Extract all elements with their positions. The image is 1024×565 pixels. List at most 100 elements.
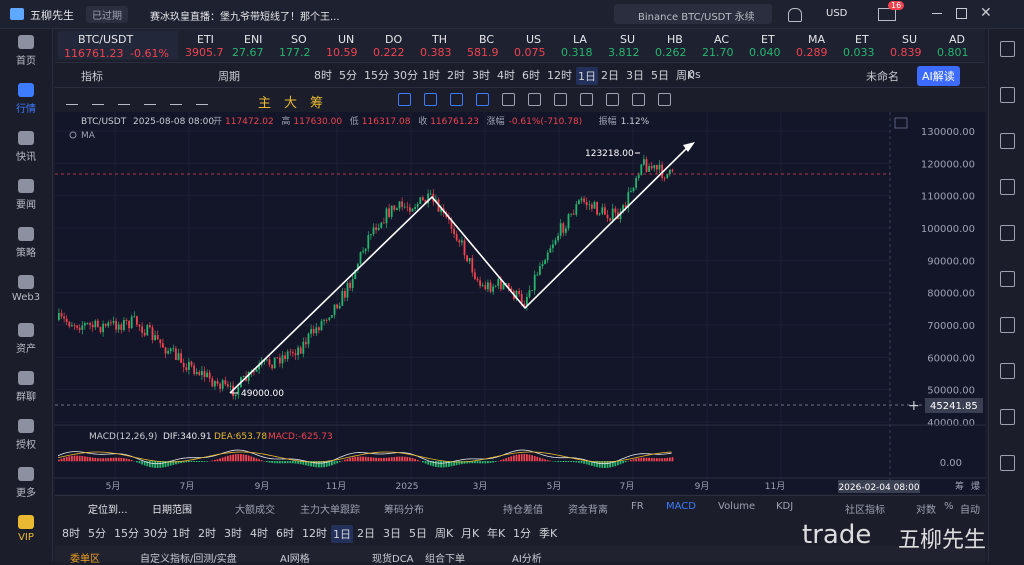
ticker-price[interactable]: 0.033: [843, 46, 887, 59]
ticker-symbol[interactable]: SU: [902, 33, 936, 46]
ticker-price[interactable]: 0.040: [749, 46, 793, 59]
ai-button[interactable]: AI解读: [917, 66, 960, 86]
ticker-price[interactable]: 0.839: [890, 46, 934, 59]
period-button[interactable]: 2时: [198, 525, 216, 541]
ticker-symbol[interactable]: DO: [385, 33, 419, 46]
ticker-price[interactable]: 177.2: [279, 46, 323, 59]
draw-icon[interactable]: [92, 94, 104, 105]
draw-icon[interactable]: [476, 93, 489, 106]
interval-button[interactable]: 8时: [314, 67, 332, 83]
bottom-tab[interactable]: 自定义指标/回测/实盘: [140, 550, 237, 565]
bottom-tab[interactable]: 组合下单: [425, 550, 465, 565]
ticker-price[interactable]: 0.383: [420, 46, 464, 59]
news-ticker[interactable]: 赛冰玖皇直播：堡九爷带短线了！那个王...: [150, 8, 340, 23]
interval-button[interactable]: 5日: [651, 67, 669, 83]
ticker-symbol[interactable]: US: [526, 33, 560, 46]
bottom-tab[interactable]: 委单区: [70, 550, 100, 565]
indicator-tab[interactable]: 主力大单跟踪: [300, 501, 360, 516]
nav-item[interactable]: 快讯: [0, 131, 52, 163]
indicator-tab[interactable]: 资金背离: [568, 501, 608, 516]
ticker-price[interactable]: 27.67: [232, 46, 276, 59]
ticker-symbol[interactable]: AC: [714, 33, 748, 46]
bottom-tab[interactable]: 现货DCA: [372, 550, 414, 565]
period-button[interactable]: 8时: [62, 525, 80, 541]
indicator-tab[interactable]: KDJ: [776, 501, 793, 512]
bell-icon[interactable]: [788, 8, 802, 22]
nav-item[interactable]: 资产: [0, 323, 52, 355]
draw-icon[interactable]: [424, 93, 437, 106]
ticker-symbol[interactable]: HB: [667, 33, 701, 46]
draw-icon[interactable]: [502, 93, 515, 106]
drawing-tool[interactable]: 主: [258, 92, 271, 111]
ticker-symbol[interactable]: TH: [432, 33, 466, 46]
period-button[interactable]: 2日: [357, 525, 375, 541]
draw-icon[interactable]: [658, 93, 671, 106]
period-button[interactable]: 3时: [224, 525, 242, 541]
currency[interactable]: USD: [826, 8, 847, 19]
period-button[interactable]: 3日: [383, 525, 401, 541]
search-box[interactable]: Binance BTC/USDT 永续: [614, 4, 772, 24]
tool-icon[interactable]: [1000, 179, 1015, 195]
close[interactable]: ✕: [980, 5, 992, 21]
ticker-symbol[interactable]: MA: [808, 33, 842, 46]
indicator-tab[interactable]: Volume: [718, 501, 755, 512]
indicator-tab[interactable]: 日期范围: [152, 501, 192, 516]
draw-icon[interactable]: [170, 94, 182, 105]
interval-button[interactable]: 3时: [472, 67, 490, 83]
interval-button[interactable]: 12时: [547, 67, 572, 83]
bottom-tab[interactable]: AI网格: [280, 550, 310, 565]
tool-icon[interactable]: [1000, 87, 1015, 103]
nav-item[interactable]: VIP: [0, 515, 52, 543]
ticker-symbol[interactable]: SU: [620, 33, 654, 46]
tool-icon[interactable]: [1000, 363, 1015, 379]
tool-icon[interactable]: [1000, 455, 1015, 471]
nav-item[interactable]: 授权: [0, 419, 52, 451]
interval-button[interactable]: 1时: [422, 67, 440, 83]
indicator-tab[interactable]: 自动: [960, 501, 980, 516]
period-button[interactable]: 周K: [435, 525, 453, 541]
tool-icon[interactable]: [1000, 225, 1015, 241]
ticker-price[interactable]: 0.262: [655, 46, 699, 59]
period-button[interactable]: 6时: [276, 525, 294, 541]
ticker-symbol[interactable]: ET: [761, 33, 795, 46]
nav-item[interactable]: 更多: [0, 467, 52, 499]
period-button[interactable]: 15分: [114, 525, 139, 541]
period-button[interactable]: 30分: [143, 525, 168, 541]
ticker-price[interactable]: 0.801: [937, 46, 981, 59]
ticker-symbol[interactable]: ENI: [244, 33, 278, 46]
nav-item[interactable]: 首页: [0, 35, 52, 67]
period-button[interactable]: 1分: [513, 525, 531, 541]
interval-button[interactable]: 4时: [497, 67, 515, 83]
ticker-symbol[interactable]: ET: [855, 33, 889, 46]
ticker-symbol[interactable]: AD: [949, 33, 983, 46]
maximize[interactable]: [956, 8, 967, 19]
draw-icon[interactable]: [580, 93, 593, 106]
indicator-tab[interactable]: 筹码分布: [384, 501, 424, 516]
period-button[interactable]: 年K: [487, 525, 505, 541]
drawing-tool[interactable]: 大: [284, 92, 297, 111]
draw-icon[interactable]: [196, 94, 208, 105]
indicator-tab[interactable]: MACD: [666, 501, 696, 512]
period-button[interactable]: 5日: [409, 525, 427, 541]
ticker-price[interactable]: 0.289: [796, 46, 840, 59]
ticker-price[interactable]: 0.222: [373, 46, 417, 59]
ticker-symbol[interactable]: ETI: [197, 33, 231, 46]
draw-icon[interactable]: [450, 93, 463, 106]
interval-button[interactable]: 周K: [676, 67, 694, 83]
draw-icon[interactable]: [606, 93, 619, 106]
tool-icon[interactable]: [1000, 271, 1015, 287]
interval-button[interactable]: 3日: [626, 67, 644, 83]
status-badge[interactable]: 已过期: [86, 6, 128, 23]
interval-button[interactable]: 5分: [339, 67, 357, 83]
interval-button[interactable]: 2时: [447, 67, 465, 83]
ticker-symbol[interactable]: LA: [573, 33, 607, 46]
period-button[interactable]: 周期: [218, 68, 240, 84]
period-button[interactable]: 1日: [331, 525, 353, 543]
draw-icon[interactable]: [118, 94, 130, 105]
interval-button[interactable]: 2日: [601, 67, 619, 83]
ticker-price[interactable]: 10.59: [326, 46, 370, 59]
nav-item[interactable]: 行情: [0, 83, 52, 115]
interval-button[interactable]: 15分: [364, 67, 389, 83]
ticker-price[interactable]: 581.9: [467, 46, 511, 59]
draw-icon[interactable]: [554, 93, 567, 106]
